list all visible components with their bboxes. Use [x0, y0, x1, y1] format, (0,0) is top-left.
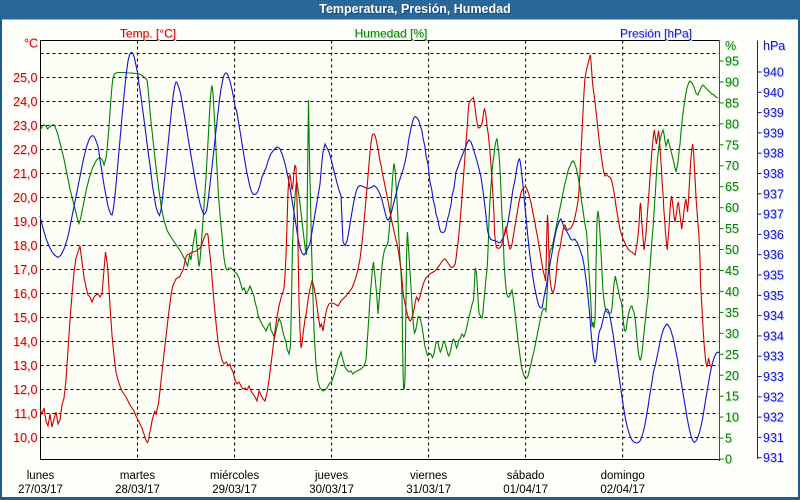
svg-text:940: 940: [763, 86, 784, 100]
svg-text:937: 937: [763, 187, 784, 201]
svg-text:28/03/17: 28/03/17: [115, 484, 160, 496]
svg-text:20: 20: [725, 369, 739, 383]
svg-text:90: 90: [725, 76, 739, 90]
svg-text:jueves: jueves: [314, 470, 348, 482]
svg-text:65: 65: [725, 180, 739, 194]
svg-text:Temperatura, Presión, Humedad: Temperatura, Presión, Humedad: [320, 3, 512, 17]
svg-text:Temperatura, Presión, Humedad: Temperatura, Presión, Humedad: [319, 2, 511, 16]
svg-text:75: 75: [725, 138, 739, 152]
svg-text:Humedad [%]: Humedad [%]: [355, 27, 428, 41]
svg-text:02/04/17: 02/04/17: [600, 484, 645, 496]
svg-text:70: 70: [725, 159, 739, 173]
svg-text:19,0: 19,0: [13, 215, 37, 229]
svg-text:5: 5: [725, 432, 732, 446]
svg-text:935: 935: [763, 269, 784, 283]
svg-text:24,0: 24,0: [13, 95, 37, 109]
svg-text:936: 936: [763, 228, 784, 242]
svg-text:935: 935: [763, 289, 784, 303]
svg-text:27/03/17: 27/03/17: [18, 484, 63, 496]
svg-text:40: 40: [725, 285, 739, 299]
svg-text:21,0: 21,0: [13, 167, 37, 181]
svg-text:18,0: 18,0: [13, 239, 37, 253]
svg-text:20,0: 20,0: [13, 191, 37, 205]
svg-text:931: 931: [763, 431, 784, 445]
svg-text:25,0: 25,0: [13, 71, 37, 85]
svg-text:10,0: 10,0: [13, 431, 37, 445]
svg-text:15,0: 15,0: [13, 311, 37, 325]
svg-text:15: 15: [725, 390, 739, 404]
svg-text:22,0: 22,0: [13, 143, 37, 157]
svg-text:939: 939: [763, 106, 784, 120]
svg-text:%: %: [725, 39, 736, 53]
svg-text:50: 50: [725, 243, 739, 257]
svg-text:10: 10: [725, 411, 739, 425]
svg-text:60: 60: [725, 201, 739, 215]
svg-text:938: 938: [763, 147, 784, 161]
svg-text:Temp. [°C]: Temp. [°C]: [120, 27, 176, 41]
svg-text:29/03/17: 29/03/17: [212, 484, 257, 496]
svg-text:sábado: sábado: [507, 470, 545, 482]
svg-text:viernes: viernes: [410, 470, 447, 482]
svg-text:01/04/17: 01/04/17: [503, 484, 548, 496]
svg-text:14,0: 14,0: [13, 335, 37, 349]
svg-text:934: 934: [763, 329, 784, 343]
svg-text:85: 85: [725, 96, 739, 110]
svg-text:hPa: hPa: [763, 39, 785, 53]
svg-text:939: 939: [763, 126, 784, 140]
svg-text:0: 0: [725, 453, 732, 467]
svg-text:lunes: lunes: [27, 470, 55, 482]
svg-text:domingo: domingo: [601, 470, 645, 482]
svg-text:martes: martes: [120, 470, 155, 482]
svg-text:933: 933: [763, 370, 784, 384]
svg-text:°C: °C: [24, 37, 38, 51]
svg-text:23,0: 23,0: [13, 119, 37, 133]
svg-text:35: 35: [725, 306, 739, 320]
svg-text:17,0: 17,0: [13, 263, 37, 277]
svg-text:933: 933: [763, 350, 784, 364]
svg-text:30: 30: [725, 327, 739, 341]
svg-text:miércoles: miércoles: [210, 470, 259, 482]
svg-text:80: 80: [725, 117, 739, 131]
svg-text:55: 55: [725, 222, 739, 236]
svg-text:31/03/17: 31/03/17: [406, 484, 451, 496]
svg-text:11,0: 11,0: [14, 407, 37, 421]
svg-text:95: 95: [725, 55, 739, 69]
svg-text:937: 937: [763, 208, 784, 222]
svg-text:938: 938: [763, 167, 784, 181]
svg-text:30/03/17: 30/03/17: [309, 484, 354, 496]
svg-text:16,0: 16,0: [13, 287, 37, 301]
svg-text:25: 25: [725, 348, 739, 362]
svg-text:45: 45: [725, 264, 739, 278]
svg-text:931: 931: [763, 451, 784, 465]
svg-text:12,0: 12,0: [13, 383, 37, 397]
svg-text:13,0: 13,0: [13, 359, 37, 373]
svg-text:940: 940: [763, 66, 784, 80]
svg-text:936: 936: [763, 248, 784, 262]
svg-text:Presión [hPa]: Presión [hPa]: [620, 27, 692, 41]
svg-text:932: 932: [763, 390, 784, 404]
svg-text:932: 932: [763, 411, 784, 425]
svg-text:934: 934: [763, 309, 784, 323]
